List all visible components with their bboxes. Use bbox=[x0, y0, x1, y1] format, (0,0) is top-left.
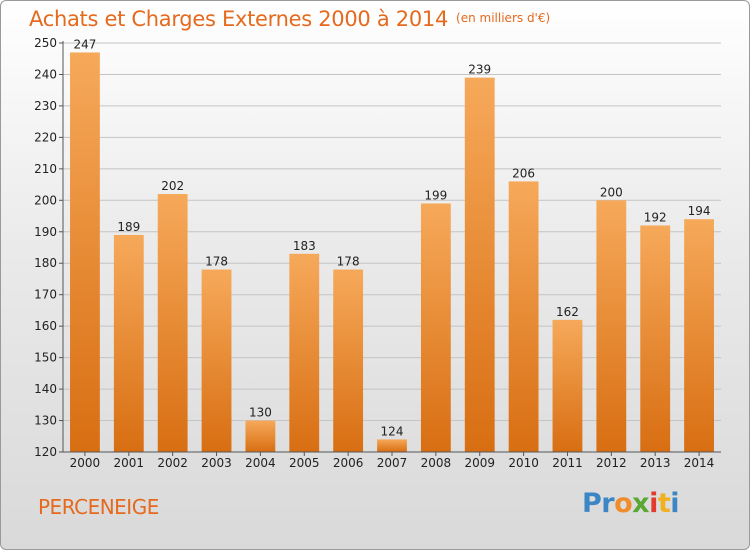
logo-letter: i bbox=[670, 488, 680, 519]
y-tick-label: 130 bbox=[34, 414, 57, 428]
x-tick-label: 2011 bbox=[552, 456, 583, 470]
y-tick-label: 220 bbox=[34, 130, 57, 144]
bar bbox=[552, 319, 583, 452]
bars: 247 189 202 178 130 183 178 124 199 239 206 162 200 1… bbox=[70, 37, 714, 452]
x-tick-label: 2005 bbox=[289, 456, 320, 470]
x-tick-label: 2010 bbox=[508, 456, 539, 470]
x-tick-label: 2012 bbox=[596, 456, 627, 470]
x-tick-label: 2000 bbox=[70, 456, 101, 470]
bar bbox=[289, 253, 320, 452]
y-tick-label: 160 bbox=[34, 319, 57, 333]
bar-value-label: 189 bbox=[117, 220, 140, 234]
y-tick-label: 120 bbox=[34, 445, 57, 459]
chart-title-text: Achats et Charges Externes 2000 à 2014 bbox=[29, 7, 449, 31]
y-tick-label: 240 bbox=[34, 67, 57, 81]
y-tick-label: 250 bbox=[34, 36, 57, 50]
chart-subtitle: (en milliers d'€) bbox=[456, 11, 551, 25]
chart-title: Achats et Charges Externes 2000 à 2014 (e… bbox=[29, 7, 550, 31]
bar bbox=[113, 234, 144, 452]
bar bbox=[420, 203, 451, 452]
logo-letter: t bbox=[657, 488, 671, 519]
proxiti-logo: Proxiti bbox=[582, 488, 680, 519]
bar-value-label: 194 bbox=[688, 204, 711, 218]
bar-value-label: 239 bbox=[468, 63, 491, 77]
bar bbox=[640, 225, 671, 452]
x-tick-label: 2004 bbox=[245, 456, 276, 470]
bar bbox=[333, 269, 364, 452]
x-tick-label: 2008 bbox=[421, 456, 452, 470]
x-tick-label: 2006 bbox=[333, 456, 364, 470]
bar-value-label: 202 bbox=[161, 179, 184, 193]
y-tick-label: 180 bbox=[34, 256, 57, 270]
x-tick-label: 2002 bbox=[157, 456, 188, 470]
commune-name: PERCENEIGE bbox=[38, 495, 159, 519]
bar-value-label: 199 bbox=[424, 188, 447, 202]
y-tick-label: 190 bbox=[34, 225, 57, 239]
bar-value-label: 183 bbox=[293, 239, 316, 253]
y-tick-label: 200 bbox=[34, 193, 57, 207]
bar-value-label: 178 bbox=[337, 255, 360, 269]
bar-value-label: 192 bbox=[644, 210, 667, 224]
axes: 120 130 140 150 160 170 180 190 200 210 220 230 240 2… bbox=[34, 36, 721, 470]
bar bbox=[70, 52, 100, 452]
logo-letter: o bbox=[614, 488, 633, 519]
bar bbox=[464, 77, 495, 452]
logo-letter: x bbox=[632, 488, 650, 519]
x-tick-label: 2013 bbox=[640, 456, 671, 470]
bar bbox=[508, 181, 539, 452]
bar-value-label: 130 bbox=[249, 406, 272, 420]
logo-letter: i bbox=[649, 488, 658, 519]
bar bbox=[157, 194, 188, 452]
bar-value-label: 162 bbox=[556, 305, 579, 319]
bar-value-label: 200 bbox=[600, 185, 623, 199]
y-tick-label: 150 bbox=[34, 351, 57, 365]
bar-value-label: 247 bbox=[73, 37, 96, 51]
x-tick-label: 2014 bbox=[684, 456, 715, 470]
bar-value-label: 178 bbox=[205, 255, 228, 269]
x-tick-label: 2003 bbox=[201, 456, 232, 470]
logo-letter: Pr bbox=[582, 488, 615, 519]
bar bbox=[245, 420, 276, 452]
y-tick-label: 210 bbox=[34, 162, 57, 176]
bar-value-label: 124 bbox=[381, 424, 404, 438]
x-tick-label: 2009 bbox=[464, 456, 495, 470]
y-tick-label: 140 bbox=[34, 382, 57, 396]
bar bbox=[377, 439, 407, 452]
y-tick-label: 230 bbox=[34, 99, 57, 113]
x-tick-label: 2001 bbox=[114, 456, 145, 470]
bar bbox=[684, 219, 714, 452]
bar bbox=[596, 200, 627, 452]
bar bbox=[201, 269, 232, 452]
bar-value-label: 206 bbox=[512, 166, 535, 180]
y-tick-label: 170 bbox=[34, 288, 57, 302]
x-tick-label: 2007 bbox=[377, 456, 408, 470]
